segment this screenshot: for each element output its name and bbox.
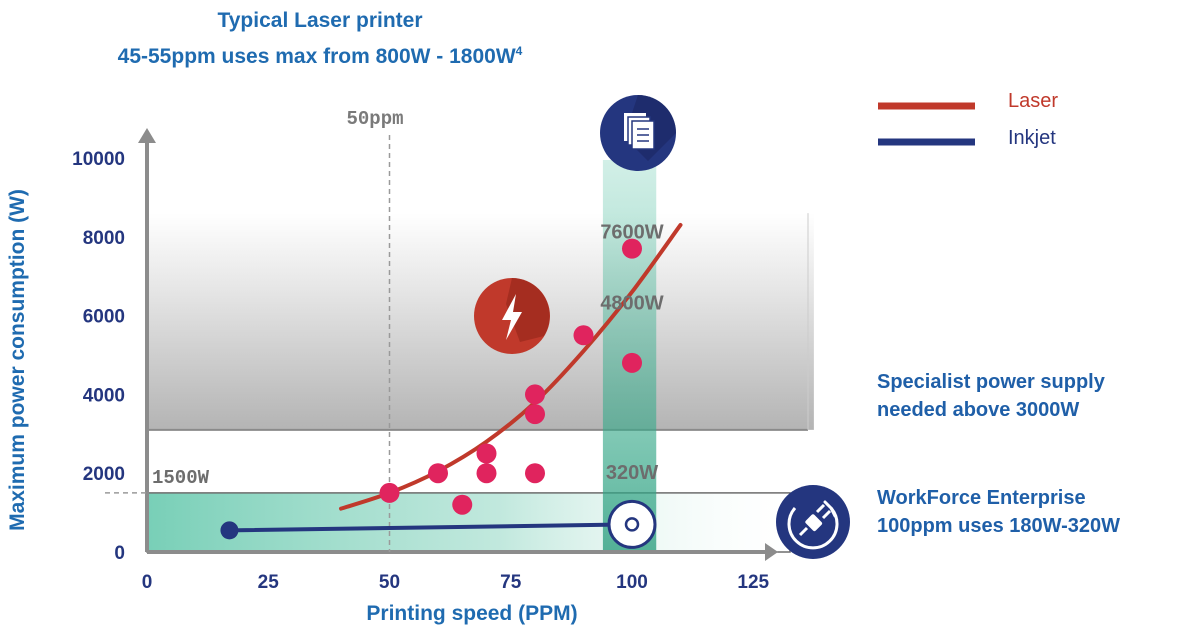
lightning-icon (474, 278, 550, 354)
title-line-1: Typical Laser printer (217, 9, 423, 32)
x-tick-label: 125 (737, 572, 769, 593)
data-point (622, 238, 642, 259)
data-point (622, 352, 642, 373)
eco-plug-icon (776, 485, 850, 559)
specialist-note-line-2: needed above 3000W (877, 399, 1080, 421)
x-tick-label: 100 (616, 572, 648, 593)
data-point (428, 463, 448, 484)
y-tick-label: 10000 (72, 149, 125, 170)
legend-laser-label: Laser (1008, 90, 1059, 112)
data-point (476, 443, 497, 464)
workforce-note: WorkForce Enterprise 100ppm uses 180W-32… (877, 484, 1120, 540)
x-axis-label: Printing speed (PPM) (366, 602, 577, 625)
x-tick-label: 0 (142, 572, 153, 593)
value-label: 7600W (600, 222, 663, 244)
title-line-2: 45-55ppm uses max from 800W - 1800W4 (117, 44, 523, 68)
data-point (476, 463, 497, 484)
data-point (525, 404, 545, 425)
inkjet-start-point (220, 521, 239, 540)
legend-inkjet-label: Inkjet (1008, 127, 1056, 149)
specialist-note: Specialist power supply needed above 300… (877, 368, 1105, 424)
data-point (525, 384, 545, 405)
y-tick-label: 0 (114, 543, 125, 564)
x-tick-label: 25 (258, 572, 280, 593)
inkjet-end-marker-inner (624, 517, 640, 532)
data-point (573, 325, 594, 346)
y-axis-label: Maximum power consumption (W) (6, 189, 29, 531)
value-label: 4800W (600, 292, 663, 314)
data-point (452, 494, 473, 515)
inkjet-end-marker (607, 499, 657, 549)
series-line-inkjet (227, 522, 634, 533)
x-axis-arrow (765, 543, 778, 561)
ref-label-50ppm: 50ppm (347, 108, 404, 130)
y-tick-label: 6000 (83, 307, 125, 328)
workforce-note-line-2: 100ppm uses 180W-320W (877, 515, 1121, 537)
title-footnote: 4 (515, 44, 523, 58)
x-tick-label: 50 (379, 572, 400, 593)
y-axis-arrow (138, 128, 156, 143)
y-tick-label: 2000 (83, 464, 125, 485)
data-point (379, 482, 400, 503)
x-tick-label: 75 (500, 572, 522, 593)
specialist-note-line-1: Specialist power supply (877, 371, 1105, 393)
ref-label-1500w: 1500W (152, 467, 210, 489)
chart-title: Typical Laser printer 45-55ppm uses max … (60, 6, 580, 72)
value-label: 320W (606, 462, 658, 484)
data-point (525, 463, 545, 484)
y-tick-label: 4000 (83, 385, 125, 406)
y-tick-label: 8000 (83, 228, 125, 249)
workforce-note-line-1: WorkForce Enterprise (877, 487, 1086, 509)
document-stack-icon (600, 95, 676, 171)
